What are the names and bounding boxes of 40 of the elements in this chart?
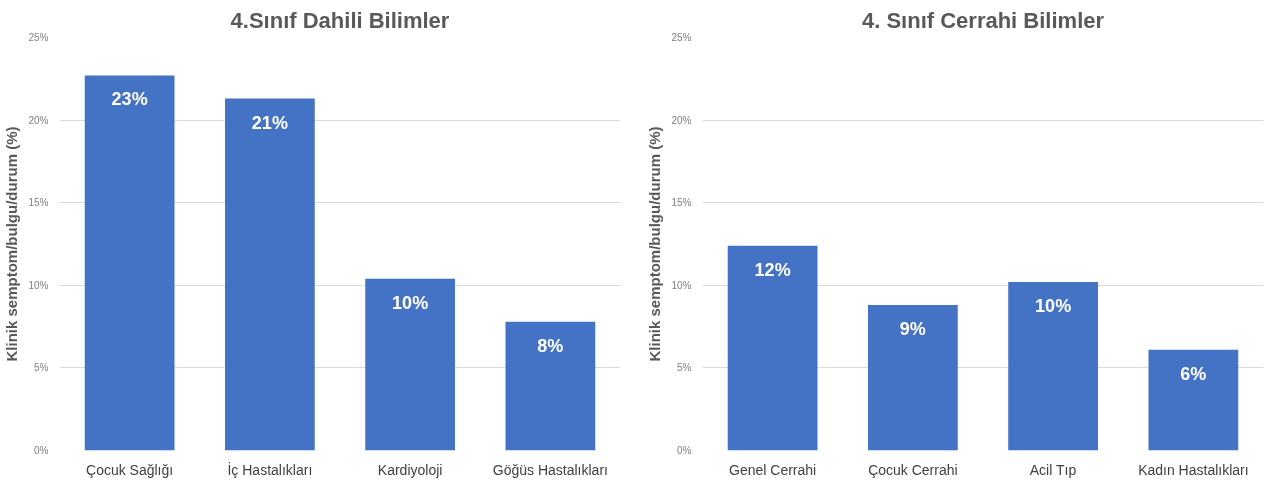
bar (84, 75, 175, 451)
y-tick-label: 25% (28, 32, 49, 43)
bar (867, 305, 958, 451)
bar (1148, 349, 1239, 451)
y-tick-label: 20% (28, 114, 49, 126)
data-label: 6% (1180, 363, 1207, 384)
y-tick-label: 0% (34, 445, 49, 456)
data-label: 23% (111, 89, 148, 110)
data-label: 10% (1035, 296, 1072, 316)
chart-title: 4. Sınıf Cerrahi Bilimler (861, 7, 1105, 33)
bar (505, 321, 596, 451)
data-label: 21% (251, 112, 288, 133)
x-tick-label: Göğüs Hastalıkları (492, 461, 608, 478)
data-label: 9% (899, 319, 926, 340)
x-tick-label: Acil Tıp (1029, 461, 1077, 478)
bar (365, 278, 456, 451)
y-tick-label: 15% (28, 197, 49, 209)
y-tick-label: 0% (677, 445, 692, 456)
x-tick-label: İç Hastalıkları (227, 460, 313, 478)
bar (727, 245, 818, 451)
y-axis-title: Klinik semptom/bulgu/durum (%) (646, 126, 664, 362)
x-tick-label: Genel Cerrahi (729, 461, 817, 478)
y-tick-label: 5% (677, 362, 692, 374)
y-tick-label: 10% (671, 279, 692, 291)
data-label: 8% (537, 335, 564, 356)
x-tick-label: Kadın Hastalıkları (1138, 461, 1249, 478)
x-tick-label: Çocuk Cerrahi (868, 461, 958, 478)
data-label: 10% (392, 292, 429, 313)
chart-title: 4.Sınıf Dahili Bilimler (230, 7, 450, 33)
y-tick-label: 10% (28, 279, 49, 291)
bar (1008, 282, 1099, 451)
y-tick-label: 15% (671, 197, 692, 209)
y-tick-label: 5% (34, 362, 49, 374)
x-tick-label: Kardiyoloji (377, 461, 443, 478)
bar (224, 98, 315, 451)
y-tick-label: 20% (671, 114, 692, 126)
y-tick-label: 25% (671, 32, 692, 43)
y-axis-title: Klinik semptom/bulgu/durum (%) (3, 126, 21, 362)
data-label: 12% (754, 259, 791, 280)
x-tick-label: Çocuk Sağlığı (86, 461, 174, 478)
